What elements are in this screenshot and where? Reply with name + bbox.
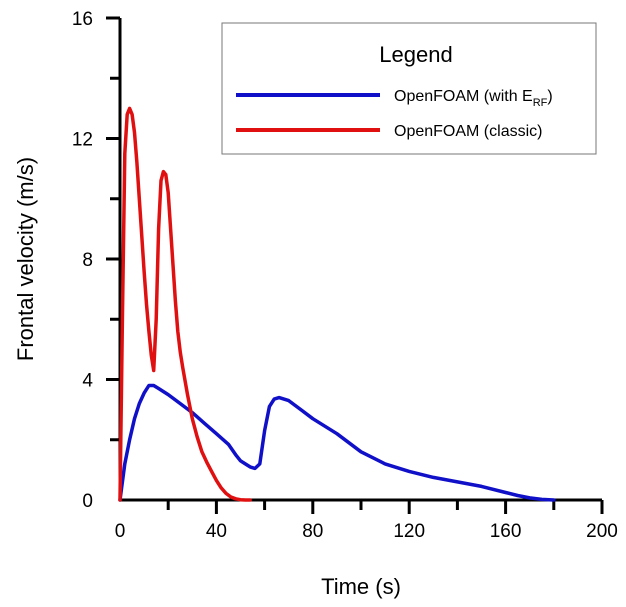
legend-label-with-erf-subscript: RF (533, 97, 548, 109)
y-tick-label: 8 (82, 250, 93, 271)
y-tick-label: 12 (72, 130, 93, 151)
x-tick-label: 80 (302, 521, 323, 542)
series-line-classic (118, 106, 252, 502)
x-axis-title: Time (s) (321, 574, 401, 599)
y-axis-title: Frontal velocity (m/s) (13, 157, 38, 361)
x-tick-label: 160 (490, 521, 522, 542)
legend: Legend OpenFOAM (with ERF) OpenFOAM (cla… (221, 22, 597, 155)
legend-label-classic: OpenFOAM (classic) (394, 123, 542, 140)
x-tick-label: 120 (393, 521, 425, 542)
legend-title: Legend (379, 42, 452, 67)
legend-label-with-erf: OpenFOAM (with ERF) (394, 88, 553, 109)
legend-label-with-erf-main: OpenFOAM (with E (394, 88, 533, 105)
y-axis-ticks: 0 4 8 12 16 (72, 9, 120, 512)
x-axis-ticks: 0 40 80 120 160 200 (115, 500, 618, 542)
series-line-with-erf (118, 383, 556, 502)
y-tick-label: 4 (82, 371, 93, 392)
legend-box (221, 22, 597, 155)
x-tick-label: 200 (586, 521, 618, 542)
legend-label-with-erf-end: ) (547, 88, 552, 105)
x-tick-label: 0 (115, 521, 126, 542)
y-tick-label: 16 (72, 9, 93, 30)
y-tick-label: 0 (82, 491, 93, 512)
x-tick-label: 40 (206, 521, 227, 542)
series-layer (118, 106, 556, 502)
